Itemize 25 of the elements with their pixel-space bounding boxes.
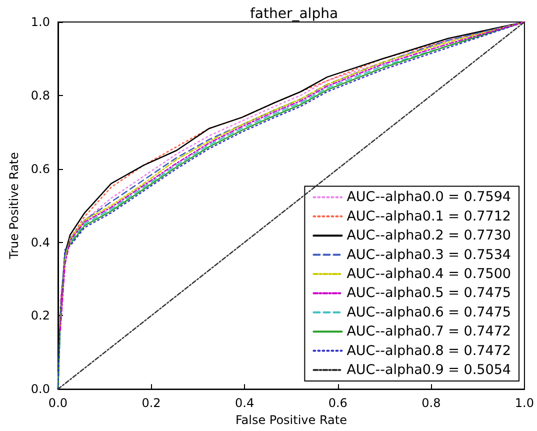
legend-label: AUC--alpha0.1 = 0.7712: [346, 208, 512, 224]
y-tick-label: 0.6: [30, 162, 50, 176]
y-axis-title: True Positive Rate: [7, 152, 21, 260]
x-tick-label: 0.4: [235, 396, 254, 410]
legend-label: AUC--alpha0.8 = 0.7472: [346, 342, 512, 359]
legend-label: AUC--alpha0.5 = 0.7475: [346, 285, 512, 302]
legend-label: AUC--alpha0.2 = 0.7730: [346, 228, 512, 244]
y-tick-label: 1.0: [30, 15, 50, 29]
x-tick-label: 0.2: [142, 396, 161, 410]
x-tick-label: 1.0: [514, 396, 534, 410]
x-tick-label: 0.8: [422, 396, 441, 410]
y-tick-label: 0.0: [30, 382, 50, 396]
x-axis-title: False Positive Rate: [235, 413, 347, 427]
x-tick-label: 0.0: [48, 396, 68, 410]
legend-label: AUC--alpha0.7 = 0.7472: [346, 324, 512, 340]
y-tick-label: 0.4: [30, 235, 50, 250]
y-tick-label: 0.2: [30, 308, 50, 323]
legend-label: AUC--alpha0.0 = 0.7594: [346, 189, 512, 206]
legend-label: AUC--alpha0.6 = 0.7475: [346, 304, 512, 320]
legend-label: AUC--alpha0.4 = 0.7500: [346, 266, 512, 282]
legend-label: AUC--alpha0.9 = 0.5054: [346, 362, 512, 378]
y-tick-label: 0.8: [30, 88, 50, 102]
x-tick-label: 0.6: [328, 396, 348, 410]
chart-title: father_alpha: [250, 6, 338, 22]
legend-label: AUC--alpha0.3 = 0.7534: [346, 246, 512, 263]
